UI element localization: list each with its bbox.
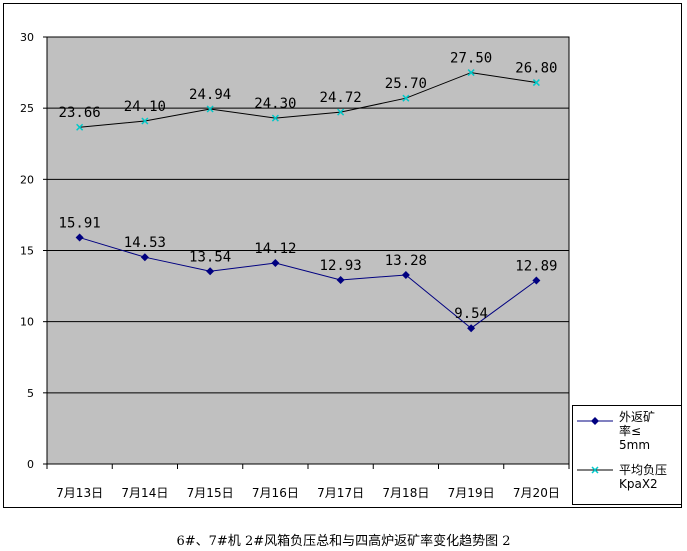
data-point-series-2 [141, 117, 149, 125]
y-tick-label: 15 [20, 245, 34, 258]
x-tick-label: 7月17日 [317, 486, 364, 500]
legend-swatch-series-2 [577, 466, 613, 474]
data-point-series-2 [532, 79, 540, 87]
data-label-series-1: 13.28 [385, 253, 427, 269]
legend-item-series-1: 外返矿 率≤ 5mm [573, 410, 681, 460]
data-point-series-1 [336, 275, 345, 284]
data-label-series-1: 13.54 [189, 249, 231, 265]
data-point-series-2 [467, 69, 475, 77]
data-label-series-2: 24.10 [124, 99, 166, 115]
data-label-series-1: 12.93 [320, 258, 362, 274]
data-point-series-1 [271, 259, 280, 268]
x-tick-label: 7月13日 [56, 486, 103, 500]
x-tick-label: 7月19日 [448, 486, 495, 500]
data-label-series-2: 27.50 [450, 51, 492, 67]
data-point-series-1 [401, 270, 410, 279]
y-tick-label: 5 [27, 387, 34, 400]
data-point-series-2 [402, 94, 410, 102]
series-line-1 [79, 237, 537, 329]
data-label-series-2: 24.30 [254, 96, 296, 112]
x-tick-label: 7月20日 [513, 486, 560, 500]
legend: 外返矿 率≤ 5mm 平均负压 KpaX2 [572, 405, 682, 505]
data-point-series-1 [75, 233, 84, 242]
x-tick-label: 7月15日 [187, 486, 234, 500]
legend-label-series-2: 平均负压 KpaX2 [619, 463, 668, 491]
data-label-series-1: 15.91 [59, 216, 101, 232]
data-point-series-2 [271, 114, 279, 122]
data-point-series-1 [467, 324, 476, 333]
x-tick-label: 7月18日 [382, 486, 429, 500]
data-label-series-2: 24.72 [320, 90, 362, 106]
legend-swatch-series-1 [577, 417, 613, 425]
data-point-series-1 [532, 276, 541, 285]
y-tick-label: 30 [20, 31, 34, 44]
data-point-series-1 [206, 267, 215, 276]
y-tick-label: 25 [20, 102, 34, 115]
legend-item-series-2: 平均负压 KpaX2 [573, 463, 681, 503]
data-label-series-2: 24.94 [189, 87, 231, 103]
data-point-series-2 [206, 105, 214, 113]
y-tick-label: 10 [20, 316, 34, 329]
x-tick-label: 7月16日 [252, 486, 299, 500]
data-label-series-1: 14.53 [124, 235, 166, 251]
y-tick-label: 20 [20, 173, 34, 186]
data-point-series-2 [76, 123, 84, 131]
data-label-series-1: 12.89 [515, 259, 557, 275]
data-point-series-1 [140, 253, 149, 262]
y-tick-label: 0 [27, 458, 34, 471]
data-label-series-2: 25.70 [385, 76, 427, 92]
data-label-series-1: 9.54 [454, 306, 488, 322]
chart-title: 6#、7#机 2#风箱负压总和与四高炉返矿率变化趋势图 2 [176, 534, 511, 549]
data-label-series-2: 26.80 [515, 61, 557, 77]
data-label-series-1: 14.12 [254, 241, 296, 257]
data-point-series-2 [337, 108, 345, 116]
data-label-series-2: 23.66 [59, 105, 101, 121]
legend-label-series-1: 外返矿 率≤ 5mm [619, 410, 656, 452]
x-tick-label: 7月14日 [121, 486, 168, 500]
series-line-2 [79, 72, 537, 128]
